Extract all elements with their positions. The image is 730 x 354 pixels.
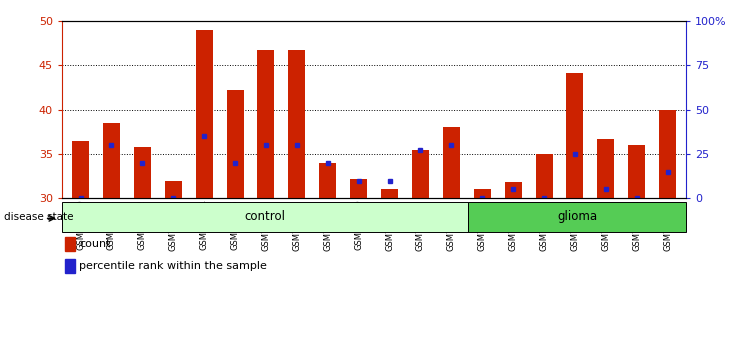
Text: disease state: disease state	[4, 212, 73, 222]
Bar	[381, 189, 398, 198]
Bar	[659, 110, 676, 198]
Bar	[566, 73, 583, 198]
Bar	[443, 127, 460, 198]
Bar	[72, 141, 89, 198]
Bar	[65, 259, 74, 273]
Bar	[165, 181, 182, 198]
Bar	[629, 145, 645, 198]
Bar	[288, 50, 305, 198]
Bar	[258, 50, 274, 198]
Bar	[134, 147, 151, 198]
Bar	[468, 202, 686, 232]
Bar	[536, 154, 553, 198]
Bar	[412, 149, 429, 198]
Text: percentile rank within the sample: percentile rank within the sample	[80, 261, 267, 272]
Bar	[103, 123, 120, 198]
Bar	[474, 189, 491, 198]
Bar	[319, 163, 337, 198]
Bar	[196, 30, 212, 198]
Text: control: control	[245, 210, 285, 223]
Bar	[504, 182, 522, 198]
Bar	[597, 139, 615, 198]
Bar	[226, 90, 244, 198]
Text: glioma: glioma	[557, 210, 597, 223]
Bar	[350, 179, 367, 198]
Bar	[65, 238, 74, 251]
Text: count: count	[80, 239, 111, 249]
Bar	[62, 202, 468, 232]
